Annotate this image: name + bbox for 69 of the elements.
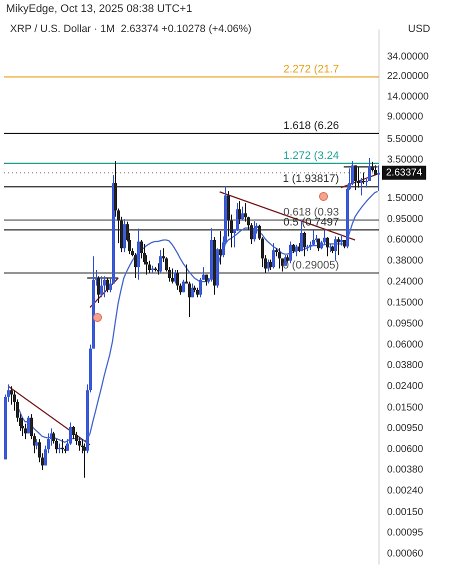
y-axis-title: USD — [408, 23, 430, 35]
candlestick — [334, 236, 337, 262]
candlestick — [278, 248, 281, 270]
y-tick-label: 22.00000 — [387, 71, 430, 82]
y-tick-label: 0.00095 — [387, 528, 424, 539]
candlestick — [219, 230, 222, 265]
candlestick — [253, 220, 256, 242]
y-tick-label: 0.95000 — [387, 214, 424, 225]
y-tick-label: 9.00000 — [387, 112, 424, 123]
candlestick — [21, 417, 24, 437]
candlestick — [303, 231, 306, 257]
candlestick — [100, 276, 103, 298]
candlestick — [103, 276, 106, 298]
candlestick — [292, 243, 295, 254]
candlestick — [196, 287, 199, 298]
candlestick — [351, 160, 354, 186]
y-tick-label: 0.03800 — [387, 360, 424, 372]
ref-line-label: 1.272 (3.24 — [283, 150, 339, 162]
candlestick — [159, 250, 162, 274]
candlestick — [337, 236, 340, 256]
candlestick — [176, 270, 179, 290]
candlestick — [340, 234, 343, 246]
candlestick — [27, 415, 30, 434]
candlestick — [188, 281, 191, 318]
y-tick-label: 0.06000 — [387, 339, 424, 350]
candlestick — [272, 242, 275, 270]
candlestick — [317, 238, 320, 252]
y-tick-label: 0.09500 — [387, 318, 424, 330]
y-tick-label: 0.24000 — [387, 276, 424, 288]
y-tick-label: 0.00150 — [387, 506, 424, 518]
y-tick-label: 0.01500 — [387, 402, 424, 414]
candlestick — [58, 443, 61, 454]
candlestick — [199, 277, 202, 298]
candlestick — [35, 438, 38, 450]
candlestick — [83, 443, 86, 478]
candlestick — [269, 259, 272, 270]
candlestick — [326, 236, 329, 257]
candlestick — [171, 268, 174, 284]
candlestick — [238, 200, 241, 225]
ref-line-label: 2.63374 — [386, 168, 423, 179]
chart-title: XRP / U.S. Dollar · 1M — [10, 23, 115, 35]
chart-subtitle: 2.63374 +0.10278 (+4.06%) — [120, 23, 252, 35]
y-tick-label: 0.60000 — [387, 234, 424, 246]
ref-line-label: 1.618 (6.26 — [283, 120, 339, 132]
candlestick — [362, 172, 365, 185]
candlestick — [312, 230, 315, 246]
y-tick-label: 5.50000 — [387, 134, 424, 146]
y-tick-label: 0.02400 — [387, 381, 424, 392]
candlestick — [61, 438, 64, 454]
candlestick — [134, 252, 137, 278]
y-tick-label: 3.50000 — [387, 154, 424, 166]
y-tick-label: 0.00950 — [387, 423, 424, 434]
candlestick — [295, 244, 298, 257]
ref-line-label: 2.272 (21.7 — [283, 63, 339, 76]
ref-line-label: 1 (1.93817) — [282, 173, 339, 186]
y-tick-label: 0.15000 — [387, 298, 424, 309]
ref-line-label: 0.618 (0.93 — [283, 206, 339, 219]
y-tick-label: 0.00240 — [387, 486, 424, 497]
y-tick-label: 1.50000 — [387, 193, 424, 204]
candlestick — [182, 279, 185, 293]
y-tick-label: 0.00060 — [387, 548, 424, 560]
y-tick-label: 34.00000 — [387, 51, 430, 62]
y-tick-label: 0.00600 — [387, 444, 424, 455]
candlestick — [289, 241, 292, 264]
y-tick-label: 0.00380 — [387, 464, 424, 476]
candlestick — [241, 206, 244, 220]
text: MikyEdge, Oct 13, 2025 08:38 UTC+1 — [6, 3, 192, 15]
y-tick-label: 0.38000 — [387, 256, 424, 266]
y-tick-label: 14.00000 — [387, 92, 430, 103]
